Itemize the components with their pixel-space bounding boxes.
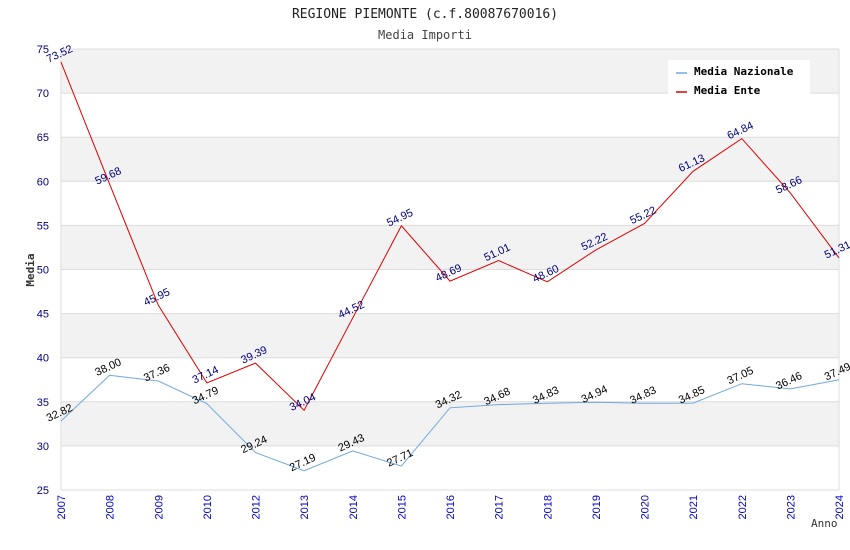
grid-bands [61,49,839,490]
series-line-media-nazionale [60,374,840,472]
y-tick-label: 60 [37,176,49,188]
x-tick-label: 2021 [688,495,700,519]
x-tick-label: 2022 [737,495,749,519]
x-tick-label: 2017 [494,495,506,519]
chart-title: REGIONE PIEMONTE (c.f.80087670016) [292,7,558,22]
x-tick-label: 2015 [396,495,408,519]
x-tick-label: 2024 [834,495,846,519]
series-line-media-ente [60,61,840,412]
grid-band [61,225,839,270]
x-tick-label: 2010 [202,495,214,519]
legend-label-media-ente: Media Ente [694,84,761,97]
grid-band [61,137,839,182]
legend-label-media-nazionale: Media Nazionale [694,65,794,78]
y-tick-label: 75 [37,44,49,56]
grid-band [61,357,839,402]
grid-band [61,269,839,314]
grid-band [61,401,839,446]
x-tick-label: 2019 [591,495,603,519]
legend: Media Nazionale Media Ente [668,60,810,100]
y-tick-label: 45 [37,309,49,321]
y-tick-label: 70 [37,88,49,100]
x-tick-label: 2014 [348,495,360,519]
y-tick-label: 30 [37,441,49,453]
x-tick-label: 2007 [56,495,68,519]
y-tick-label: 25 [37,485,49,497]
x-tick-label: 2009 [153,495,165,519]
x-tick-label: 2018 [542,495,554,519]
y-tick-label: 50 [37,265,49,277]
grid-band [61,181,839,226]
y-tick-label: 40 [37,353,49,365]
series-lines [60,61,840,472]
x-tick-label: 2020 [640,495,652,519]
x-tick-label: 2023 [785,495,797,519]
chart-subtitle: Media Importi [378,28,472,42]
x-tick-label: 2013 [299,495,311,519]
x-tick-label: 2012 [251,495,263,519]
y-tick-label: 65 [37,132,49,144]
y-axis-ticks: 25 30 35 40 45 50 55 60 65 70 75 [37,44,49,497]
y-tick-label: 55 [37,220,49,232]
x-tick-label: 2016 [445,495,457,519]
x-axis-ticks: 2007 2008 2009 2010 2012 2013 2014 2015 2016 2017… [56,495,846,519]
grid-band [61,93,839,138]
grid-band [61,445,839,490]
y-tick-label: 35 [37,397,49,409]
x-tick-label: 2008 [105,495,117,519]
grid-lines [60,48,840,491]
legend-box [668,60,810,100]
y-axis-label: Media [24,253,37,286]
grid-band [61,313,839,358]
x-axis-label: Anno [811,517,838,530]
